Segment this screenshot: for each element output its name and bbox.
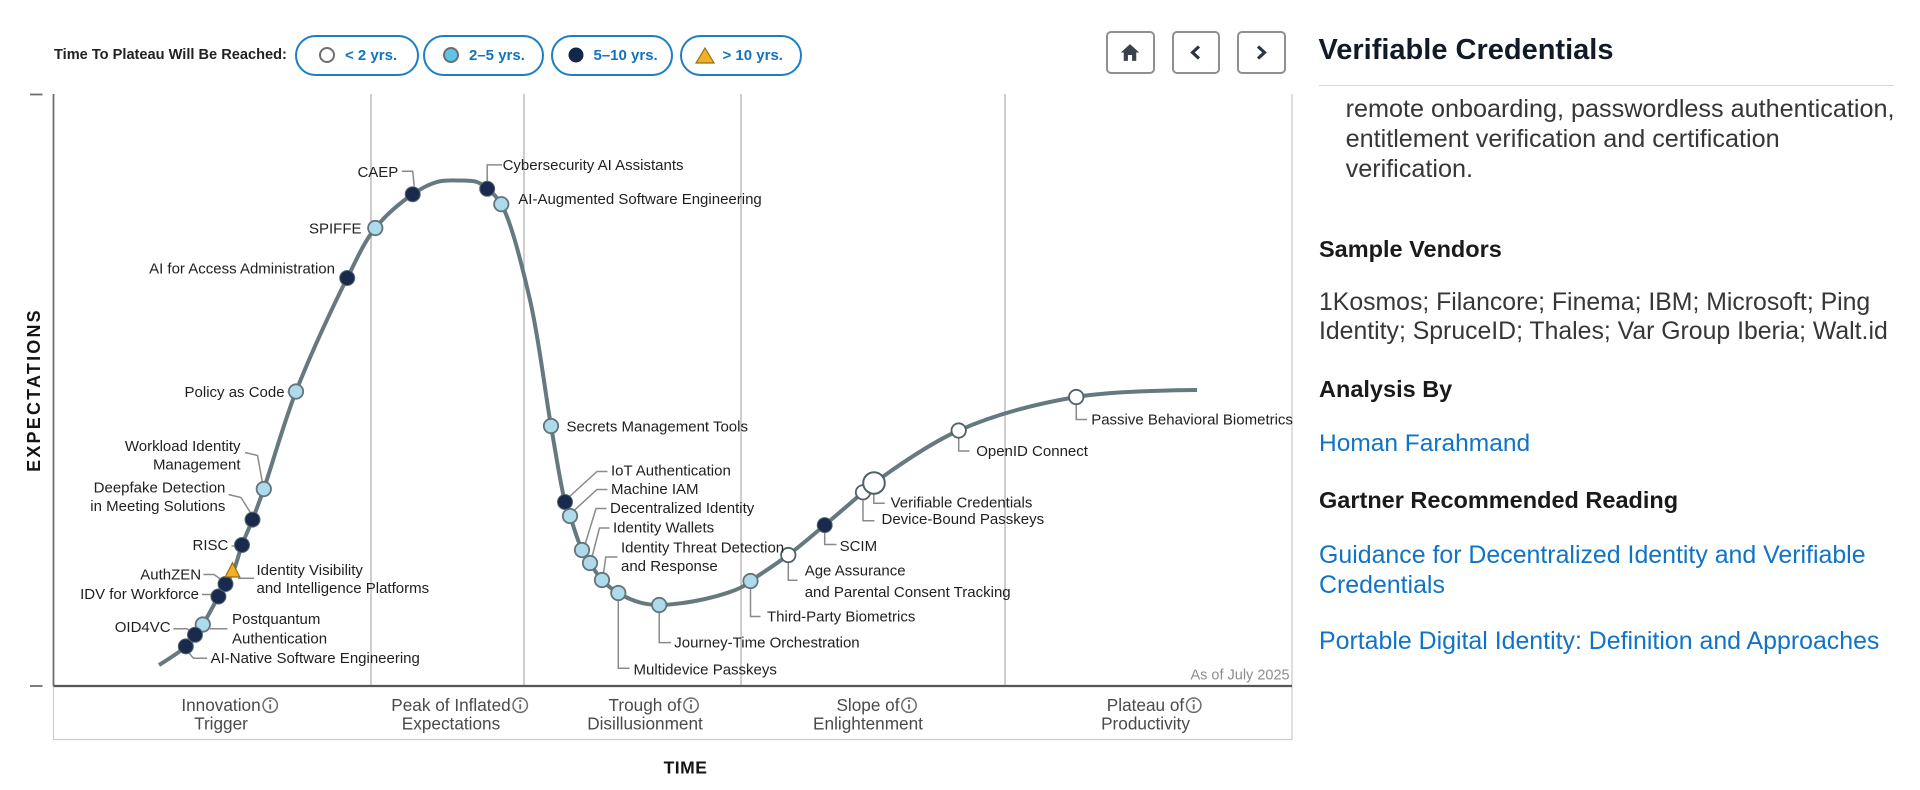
svg-text:CAEP: CAEP xyxy=(357,164,398,181)
svg-text:Management: Management xyxy=(153,457,241,474)
svg-text:RISC: RISC xyxy=(193,537,229,554)
svg-text:and Intelligence Platforms: and Intelligence Platforms xyxy=(257,580,430,597)
svg-text:Machine IAM: Machine IAM xyxy=(611,481,699,498)
svg-text:and Response: and Response xyxy=(621,558,718,575)
svg-text:TIME: TIME xyxy=(664,757,708,777)
svg-text:Peak of Inflated: Peak of Inflated xyxy=(391,695,510,715)
svg-text:Identity Visibility: Identity Visibility xyxy=(257,562,364,579)
svg-text:Trigger: Trigger xyxy=(194,714,248,734)
svg-text:AI-Augmented Software Engineer: AI-Augmented Software Engineering xyxy=(518,191,761,208)
svg-text:IDV for Workforce: IDV for Workforce xyxy=(80,586,199,603)
svg-text:Expectations: Expectations xyxy=(402,714,500,734)
svg-text:Productivity: Productivity xyxy=(1101,714,1190,734)
svg-text:Identity Wallets: Identity Wallets xyxy=(613,520,714,537)
svg-text:SPIFFE: SPIFFE xyxy=(309,221,362,238)
svg-text:Deepfake Detection: Deepfake Detection xyxy=(94,480,226,497)
svg-text:Third-Party Biometrics: Third-Party Biometrics xyxy=(767,609,915,626)
svg-text:Passive Behavioral Biometrics: Passive Behavioral Biometrics xyxy=(1091,412,1293,429)
svg-text:Multidevice Passkeys: Multidevice Passkeys xyxy=(634,661,777,678)
svg-text:Workload Identity: Workload Identity xyxy=(125,438,241,455)
svg-text:Enlightenment: Enlightenment xyxy=(813,714,923,734)
svg-text:Decentralized Identity: Decentralized Identity xyxy=(610,500,755,517)
svg-text:EXPECTATIONS: EXPECTATIONS xyxy=(24,308,44,472)
svg-text:AuthZEN: AuthZEN xyxy=(140,567,201,584)
svg-text:Verifiable Credentials: Verifiable Credentials xyxy=(891,495,1033,512)
svg-text:in Meeting Solutions: in Meeting Solutions xyxy=(90,498,225,515)
svg-text:Postquantum: Postquantum xyxy=(232,611,320,628)
svg-text:Innovation: Innovation xyxy=(181,695,260,715)
svg-text:AI for Access Administration: AI for Access Administration xyxy=(149,261,335,278)
svg-text:Journey-Time Orchestration: Journey-Time Orchestration xyxy=(674,635,859,652)
svg-text:OpenID Connect: OpenID Connect xyxy=(976,443,1089,460)
svg-text:SCIM: SCIM xyxy=(840,538,878,555)
svg-text:Identity Threat Detection: Identity Threat Detection xyxy=(621,540,784,557)
svg-text:AI-Native Software Engineering: AI-Native Software Engineering xyxy=(211,650,420,667)
svg-text:Age Assurance: Age Assurance xyxy=(805,563,906,580)
svg-text:Slope of: Slope of xyxy=(836,695,899,715)
svg-text:Device-Bound Passkeys: Device-Bound Passkeys xyxy=(882,511,1045,528)
svg-text:Plateau of: Plateau of xyxy=(1107,695,1185,715)
svg-text:OID4VC: OID4VC xyxy=(115,619,171,636)
svg-text:Cybersecurity AI Assistants: Cybersecurity AI Assistants xyxy=(503,157,684,174)
svg-text:IoT Authentication: IoT Authentication xyxy=(611,463,731,480)
svg-text:Authentication: Authentication xyxy=(232,630,327,647)
svg-text:Trough of: Trough of xyxy=(609,695,682,715)
svg-text:As of July 2025: As of July 2025 xyxy=(1190,667,1289,683)
svg-text:Policy as Code: Policy as Code xyxy=(185,384,285,401)
svg-text:Secrets Management Tools: Secrets Management Tools xyxy=(567,419,749,436)
svg-text:and Parental Consent Tracking: and Parental Consent Tracking xyxy=(805,584,1011,601)
svg-text:Disillusionment: Disillusionment xyxy=(587,714,703,734)
